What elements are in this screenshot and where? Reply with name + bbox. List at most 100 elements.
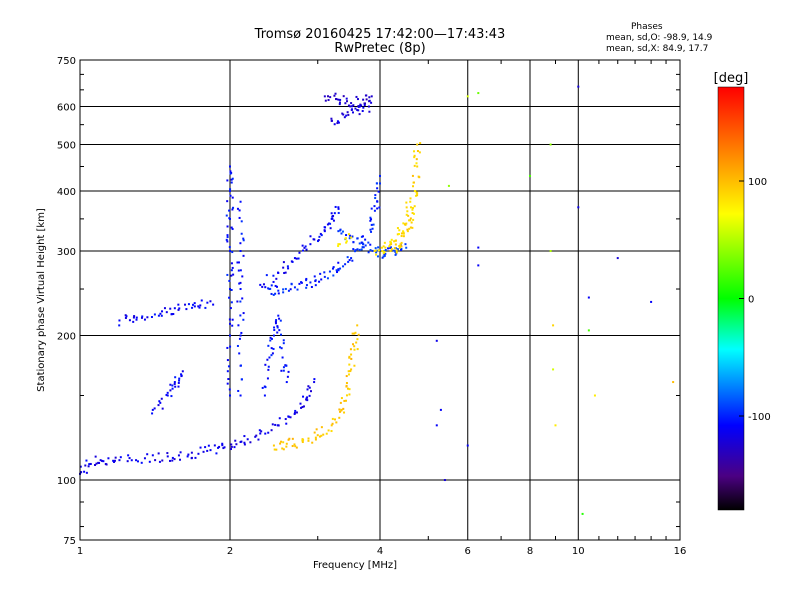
- o-mode-point: [171, 459, 174, 462]
- o-mode-point: [236, 344, 239, 347]
- o-mode-point: [228, 296, 231, 299]
- sparse-point: [477, 246, 480, 249]
- x-mode-point: [382, 252, 385, 255]
- o-mode-point: [341, 112, 344, 115]
- o-mode-point: [166, 391, 169, 394]
- x-mode-point: [416, 194, 419, 197]
- sparse-point: [466, 444, 469, 447]
- o-mode-point: [284, 271, 287, 274]
- o-mode-point: [400, 248, 403, 251]
- o-mode-point: [358, 248, 361, 251]
- o-mode-point: [312, 238, 315, 241]
- sparse-point: [552, 324, 555, 327]
- y-tick-label: 300: [57, 247, 76, 258]
- o-mode-point: [165, 311, 168, 314]
- o-mode-point: [337, 121, 340, 124]
- o-mode-point: [313, 381, 316, 384]
- o-mode-point: [169, 383, 172, 386]
- o-mode-point: [270, 337, 273, 340]
- o-mode-point: [217, 446, 220, 449]
- o-mode-point: [336, 120, 339, 123]
- o-mode-point: [238, 352, 241, 355]
- o-mode-point: [242, 237, 245, 240]
- o-mode-point: [229, 190, 231, 193]
- o-mode-point: [102, 460, 105, 463]
- o-mode-point: [308, 386, 311, 389]
- o-mode-point: [358, 242, 361, 245]
- x-mode-point: [281, 447, 284, 450]
- o-mode-point: [344, 102, 347, 105]
- o-mode-point: [308, 394, 311, 397]
- phases-heading: Phases: [631, 22, 663, 32]
- o-mode-point: [347, 113, 350, 116]
- o-mode-point: [171, 456, 174, 459]
- o-mode-point: [326, 95, 329, 98]
- x-mode-point: [351, 332, 354, 335]
- o-mode-point: [237, 324, 240, 327]
- x-mode-point: [380, 246, 383, 249]
- o-mode-point: [266, 377, 269, 380]
- y-tick-label: 100: [57, 476, 76, 487]
- sparse-point: [443, 479, 446, 482]
- o-mode-point: [285, 381, 288, 384]
- x-tick-label: 2: [227, 546, 233, 557]
- x-mode-point: [414, 190, 417, 193]
- x-mode-point: [302, 438, 305, 441]
- o-mode-point: [165, 393, 168, 396]
- x-mode-point: [409, 226, 412, 229]
- o-mode-point: [281, 356, 284, 359]
- x-mode-point: [416, 192, 419, 195]
- x-mode-point: [331, 417, 334, 420]
- x-mode-point: [398, 245, 401, 248]
- phase-stats-o: mean, sd,O: -98.9, 14.9: [606, 33, 713, 43]
- x-mode-point: [345, 384, 348, 387]
- o-mode-point: [333, 123, 336, 126]
- y-tick-label: 500: [57, 141, 76, 152]
- chart-title: Tromsø 20160425 17:42:00—17:43:43: [254, 27, 506, 42]
- o-mode-point: [302, 405, 305, 408]
- o-mode-point: [374, 194, 377, 197]
- o-mode-point: [239, 281, 242, 284]
- o-mode-point: [367, 105, 370, 108]
- x-mode-point: [353, 364, 356, 367]
- x-axis-ticks: 1 2 4 6 8 10 16: [77, 546, 687, 557]
- x-mode-point: [291, 437, 294, 440]
- o-mode-point: [169, 307, 172, 310]
- o-mode-point: [395, 252, 398, 255]
- o-mode-point: [229, 194, 232, 197]
- x-mode-point: [409, 197, 412, 200]
- o-mode-point: [274, 320, 277, 323]
- o-mode-point: [124, 316, 127, 319]
- o-mode-point: [157, 452, 160, 455]
- o-mode-point: [192, 303, 195, 306]
- x-mode-point: [389, 250, 392, 253]
- o-mode-point: [305, 284, 308, 287]
- sparse-point: [435, 339, 438, 342]
- o-mode-point: [282, 366, 285, 369]
- y-tick-label: 600: [57, 103, 76, 114]
- o-mode-point: [306, 388, 309, 391]
- o-mode-point: [239, 394, 242, 397]
- x-mode-point: [408, 219, 411, 222]
- x-mode-point: [406, 230, 409, 233]
- o-mode-point: [229, 394, 231, 397]
- y-tick-label: 400: [57, 187, 76, 198]
- o-mode-point: [329, 227, 332, 230]
- o-mode-point: [351, 235, 354, 238]
- x-mode-point: [411, 208, 414, 211]
- o-mode-point: [239, 334, 242, 337]
- o-mode-point: [361, 246, 364, 249]
- o-mode-point: [370, 218, 373, 221]
- x-mode-point: [345, 241, 348, 244]
- x-mode-point: [409, 217, 412, 220]
- o-mode-point: [302, 249, 305, 252]
- o-mode-point: [384, 248, 387, 251]
- o-mode-point: [323, 275, 326, 278]
- x-mode-point: [374, 249, 377, 252]
- o-mode-point: [293, 411, 296, 414]
- o-mode-point: [171, 387, 174, 390]
- o-mode-point: [171, 384, 174, 387]
- x-mode-point: [353, 345, 356, 348]
- o-mode-point: [295, 411, 298, 414]
